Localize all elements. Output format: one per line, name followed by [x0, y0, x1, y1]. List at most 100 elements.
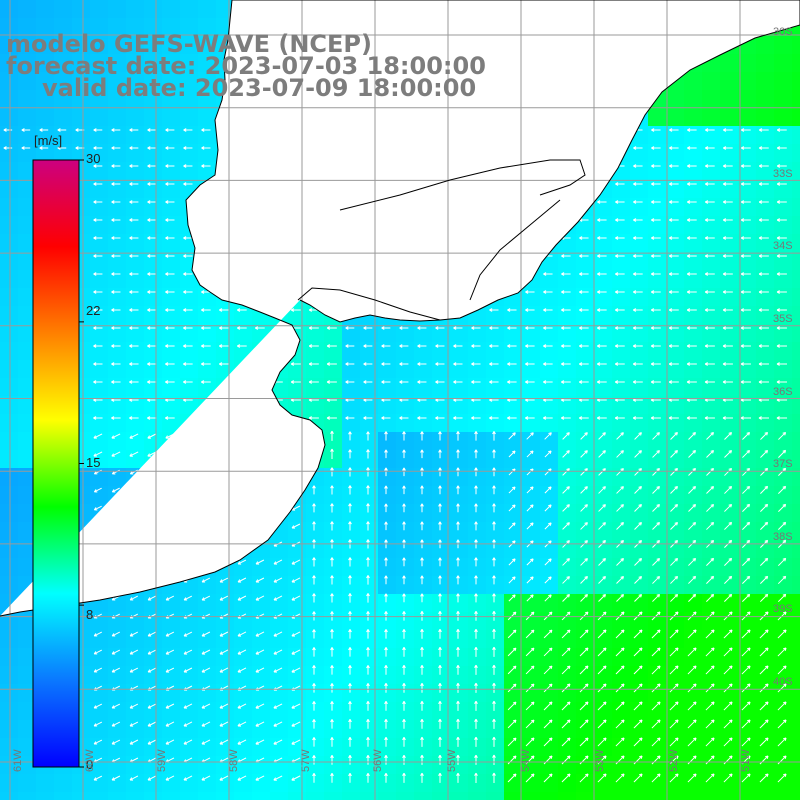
wind-arrow — [456, 754, 460, 765]
wind-cell — [378, 504, 397, 523]
wind-cell — [162, 108, 181, 127]
wind-arrow — [776, 236, 787, 240]
wind-cell — [198, 576, 217, 595]
wind-cell — [324, 720, 343, 739]
wind-arrow — [219, 577, 229, 583]
wind-cell — [450, 774, 469, 793]
wind-arrow — [147, 775, 157, 781]
wind-cell — [252, 558, 271, 577]
lat-label-30s: 30S — [773, 26, 793, 38]
wind-cell — [666, 774, 685, 793]
wind-arrow — [438, 467, 442, 477]
wind-cell — [90, 360, 109, 379]
wind-cell — [306, 720, 325, 739]
wind-cell — [666, 684, 685, 703]
wind-cell — [774, 216, 793, 235]
wind-arrow — [420, 611, 424, 621]
wind-cell — [0, 648, 19, 667]
wind-arrow — [165, 433, 175, 439]
wind-arrow — [507, 416, 517, 420]
wind-arrow — [129, 649, 139, 655]
wind-arrow — [312, 755, 316, 765]
wind-cell — [414, 378, 433, 397]
colorbar-unit: [m/s] — [34, 133, 63, 148]
wind-arrow — [562, 522, 570, 530]
wind-cell — [198, 18, 217, 37]
wind-cell — [126, 0, 145, 19]
wind-arrow — [543, 344, 553, 348]
wind-arrow — [183, 254, 193, 258]
wind-cell — [126, 612, 145, 631]
wind-arrow — [93, 254, 103, 258]
wind-cell — [702, 558, 721, 577]
wind-cell — [594, 342, 613, 361]
wind-cell — [522, 666, 541, 685]
wind-arrow — [330, 755, 334, 765]
wind-arrow — [93, 721, 103, 727]
lon-label-55w: 55W — [446, 749, 458, 772]
wind-cell — [144, 54, 163, 73]
wind-arrow — [758, 416, 770, 420]
wind-arrow — [705, 755, 715, 765]
wind-cell — [684, 180, 703, 199]
wind-arrow — [724, 557, 733, 566]
wind-arrow — [776, 218, 787, 222]
wind-cell — [792, 90, 800, 109]
wind-cell — [684, 774, 703, 793]
wind-cell — [630, 144, 649, 163]
wind-cell — [162, 666, 181, 685]
wind-cell — [234, 792, 253, 800]
wind-arrow — [420, 521, 424, 531]
wind-cell — [738, 432, 757, 451]
wind-arrow — [597, 200, 607, 204]
wind-cell — [432, 540, 451, 559]
wind-cell — [162, 72, 181, 91]
wind-arrow — [237, 631, 247, 637]
wind-cell — [720, 738, 739, 757]
wind-arrow — [308, 326, 319, 330]
wind-arrow — [312, 593, 316, 603]
wind-cell — [630, 252, 649, 271]
wind-cell — [468, 540, 487, 559]
wind-arrow — [760, 485, 769, 494]
wind-cell — [756, 216, 775, 235]
wind-cell — [324, 792, 343, 800]
wind-arrow — [474, 431, 478, 441]
wind-arrow — [165, 236, 175, 240]
wind-arrow — [597, 755, 607, 765]
wind-arrow — [741, 737, 751, 747]
wind-cell — [270, 648, 289, 667]
wind-arrow — [598, 576, 606, 584]
wind-cell — [180, 612, 199, 631]
wind-arrow — [474, 610, 478, 621]
wind-cell — [720, 324, 739, 343]
wind-arrow — [723, 719, 733, 729]
wind-cell — [198, 594, 217, 613]
wind-cell — [648, 360, 667, 379]
wind-cell — [360, 756, 379, 775]
wind-arrow — [312, 629, 316, 639]
wind-cell — [666, 324, 685, 343]
wind-arrow — [456, 431, 460, 441]
wind-arrow — [366, 593, 370, 603]
wind-cell — [324, 468, 343, 487]
wind-arrow — [561, 344, 571, 348]
wind-cell — [702, 270, 721, 289]
wind-arrow — [348, 467, 352, 477]
wind-cell — [396, 702, 415, 721]
wind-cell — [522, 486, 541, 505]
wind-cell — [90, 126, 109, 145]
wind-arrow — [724, 449, 733, 458]
wind-arrow — [111, 164, 121, 168]
wind-arrow — [456, 682, 460, 693]
wind-cell — [774, 684, 793, 703]
wind-cell — [180, 594, 199, 613]
wind-cell — [756, 360, 775, 379]
wind-cell — [666, 450, 685, 469]
wind-cell — [450, 738, 469, 757]
wind-cell — [648, 450, 667, 469]
wind-cell — [468, 630, 487, 649]
wind-cell — [414, 324, 433, 343]
wind-cell — [792, 216, 800, 235]
wind-cell — [378, 450, 397, 469]
